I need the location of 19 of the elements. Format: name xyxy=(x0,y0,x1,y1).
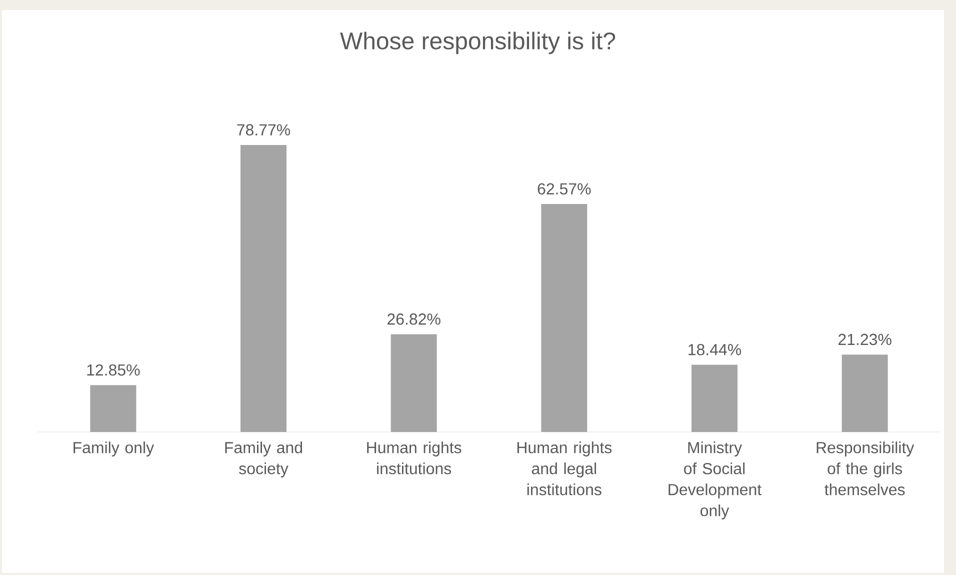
x-tick-label: Family only xyxy=(74,442,154,456)
bar xyxy=(240,145,287,432)
data-label: 62.57% xyxy=(538,183,591,195)
bar xyxy=(390,334,437,432)
bar xyxy=(541,204,588,432)
bar xyxy=(692,364,738,432)
data-label: 18.44% xyxy=(688,344,742,356)
data-label: 12.85% xyxy=(87,364,140,376)
x-tick-label: Human rights and legal institutions xyxy=(517,442,612,496)
x-tick-label: Family and society xyxy=(225,442,302,478)
data-label: 26.82% xyxy=(388,313,440,325)
data-label: 21.23% xyxy=(838,334,892,346)
bar xyxy=(842,354,888,432)
chart-title: Whose responsibility is it? xyxy=(340,32,616,54)
x-tick-label: Responsibility of the girls themselves xyxy=(816,442,914,496)
x-tick-label: Ministry of Social Development only xyxy=(668,442,762,520)
x-tick-label: Human rights institutions xyxy=(367,442,462,474)
data-label: 78.77% xyxy=(237,124,290,136)
bar xyxy=(90,385,136,432)
